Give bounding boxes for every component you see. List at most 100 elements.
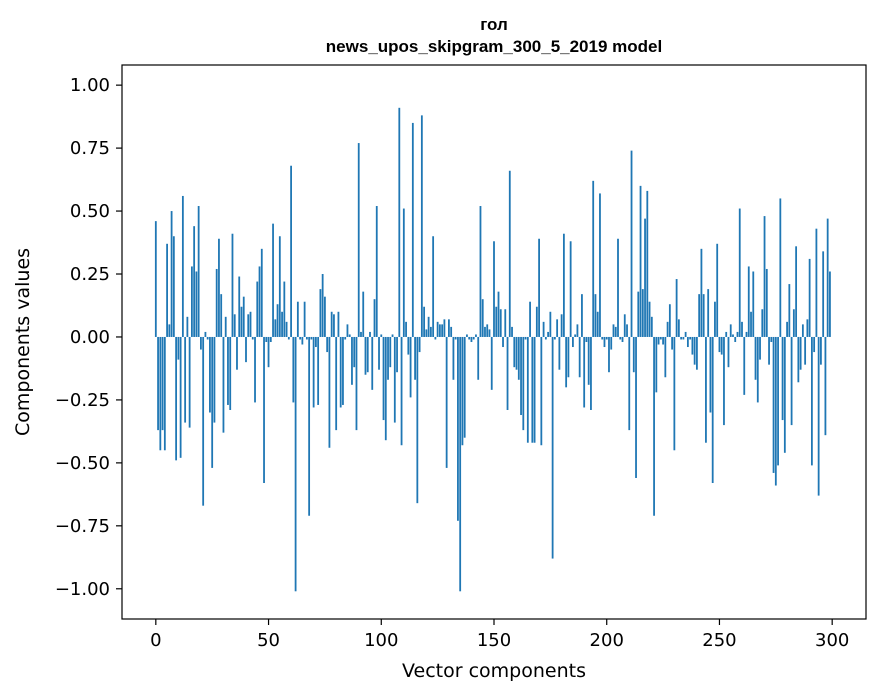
bar-component-162	[520, 336, 522, 416]
bar-component-273	[770, 336, 773, 342]
bar-component-294	[817, 336, 820, 496]
bar-component-5	[166, 243, 168, 337]
bar-component-71	[314, 336, 317, 348]
bar-component-288	[804, 336, 807, 365]
y-tick-label: −0.50	[55, 453, 110, 474]
bar-component-1	[157, 336, 159, 431]
bar-component-70	[312, 336, 315, 408]
x-tick-label: 300	[815, 630, 849, 651]
bar-component-202	[610, 336, 613, 350]
bar-component-169	[535, 306, 538, 337]
bar-component-190	[583, 336, 586, 408]
bar-component-233	[680, 336, 683, 340]
bar-component-53	[274, 319, 277, 337]
bar-component-67	[305, 336, 308, 340]
bar-component-10	[177, 336, 180, 360]
bar-component-280	[786, 321, 788, 337]
bar-component-94	[366, 336, 369, 373]
bar-component-26	[213, 336, 216, 423]
bar-component-229	[671, 336, 674, 350]
bar-component-58	[285, 321, 288, 337]
bars-group	[154, 107, 831, 592]
y-tick-label: 1.00	[70, 75, 110, 96]
bar-component-285	[797, 336, 800, 383]
bar-component-16	[190, 266, 193, 337]
bar-component-50	[267, 336, 270, 368]
bar-component-205	[617, 238, 619, 337]
bar-component-254	[727, 336, 730, 368]
bar-component-251	[720, 336, 723, 355]
bar-component-232	[677, 319, 680, 337]
bar-component-141	[472, 336, 475, 340]
bar-component-0	[154, 221, 157, 337]
bar-component-238	[691, 336, 694, 355]
bar-component-85	[346, 324, 349, 337]
bar-component-158	[511, 326, 513, 337]
bar-component-103	[387, 336, 389, 380]
bar-component-139	[468, 336, 471, 340]
bar-component-49	[265, 336, 268, 342]
bar-component-124	[434, 336, 437, 340]
bar-component-191	[585, 336, 588, 342]
bar-component-208	[623, 314, 626, 337]
x-tick-label: 250	[702, 630, 736, 651]
bar-component-253	[725, 331, 728, 337]
bar-component-59	[287, 336, 290, 340]
bar-component-197	[599, 193, 601, 337]
bar-component-221	[653, 336, 655, 516]
bar-component-115	[414, 336, 416, 380]
bar-component-180	[560, 314, 563, 337]
bar-component-215	[639, 185, 642, 337]
bar-component-200	[605, 336, 608, 340]
bar-component-281	[788, 284, 791, 337]
bar-component-109	[400, 336, 403, 446]
bar-component-244	[705, 336, 707, 443]
bar-component-88	[353, 336, 356, 368]
bar-component-6	[168, 324, 171, 337]
bar-component-239	[693, 336, 696, 365]
bar-component-255	[729, 324, 732, 337]
bar-component-104	[389, 336, 392, 368]
bar-component-57	[283, 281, 286, 337]
bar-component-39	[242, 296, 245, 337]
bar-component-181	[562, 233, 565, 337]
bar-component-275	[774, 336, 777, 486]
bar-component-48	[263, 336, 265, 484]
bar-component-276	[777, 336, 779, 466]
bar-component-112	[407, 336, 410, 355]
bar-component-106	[393, 336, 396, 423]
bar-component-15	[188, 336, 191, 428]
bar-component-252	[723, 336, 725, 426]
bar-component-111	[405, 321, 407, 337]
bar-component-298	[826, 218, 829, 337]
bar-component-119	[423, 306, 426, 337]
bar-component-216	[641, 289, 644, 337]
bar-component-79	[333, 314, 335, 337]
x-tick-label: 50	[257, 630, 280, 651]
bar-component-54	[276, 304, 279, 337]
bar-component-210	[628, 336, 631, 431]
bar-component-299	[829, 271, 831, 337]
bar-component-110	[402, 208, 405, 337]
bar-component-68	[308, 336, 311, 516]
bar-component-152	[497, 291, 500, 337]
bar-component-286	[799, 336, 802, 370]
bar-component-60	[290, 165, 292, 337]
bar-component-261	[743, 336, 746, 395]
bar-component-27	[215, 268, 218, 337]
bar-component-21	[202, 336, 205, 506]
bar-component-224	[659, 336, 662, 340]
x-tick-label: 200	[590, 630, 624, 651]
bar-component-30	[222, 336, 225, 433]
bar-component-66	[303, 301, 306, 337]
bar-component-55	[278, 236, 281, 337]
bar-component-34	[231, 233, 234, 337]
bar-component-140	[470, 336, 473, 342]
bar-component-168	[533, 336, 536, 443]
bar-component-135	[459, 336, 462, 592]
x-axis-ticks: 0 50 100 150 200 250 300	[150, 619, 849, 651]
bar-component-293	[815, 228, 818, 337]
bar-component-3	[161, 336, 164, 431]
bar-component-179	[558, 336, 561, 370]
